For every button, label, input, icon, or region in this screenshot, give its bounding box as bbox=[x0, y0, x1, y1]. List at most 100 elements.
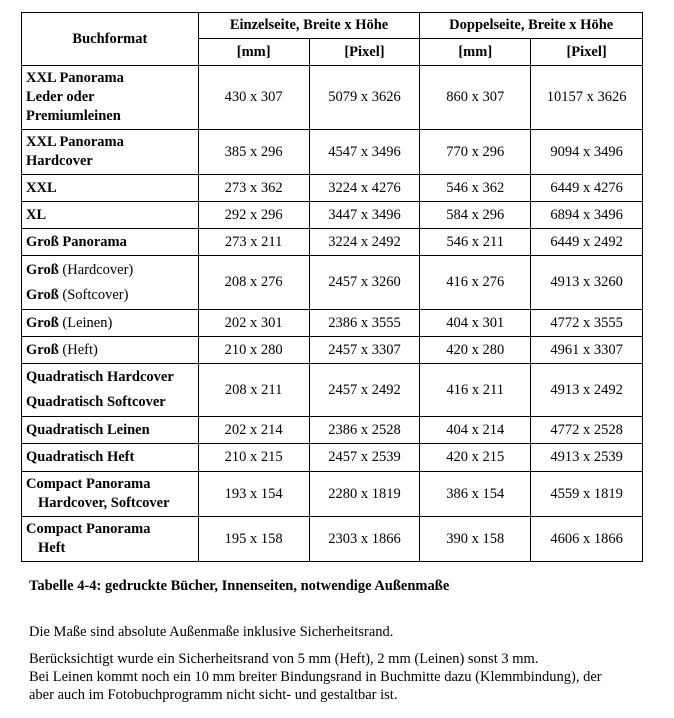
mm-einzel-cell: 202 x 214 bbox=[197, 416, 310, 444]
format-name-part: XL bbox=[26, 206, 47, 223]
pixel-einzel-cell: 2457 x 2492 bbox=[308, 363, 421, 417]
mm-einzel-cell: 430 x 307 bbox=[197, 65, 310, 130]
mm-einzel-cell: 210 x 280 bbox=[197, 336, 310, 364]
format-name-part: (Leinen) bbox=[58, 314, 113, 331]
table-row: Groß (Heft) 210 x 280 2457 x 3307 420 x 280… bbox=[21, 336, 643, 364]
table-row: Groß (Leinen) 202 x 301 2386 x 3555 404 x 3… bbox=[21, 309, 643, 337]
mm-einzel-cell: 273 x 211 bbox=[197, 228, 310, 256]
format-name: Groß Panorama bbox=[21, 228, 199, 256]
mm-doppel-cell: 386 x 154 bbox=[419, 471, 532, 517]
format-name-part: Groß bbox=[26, 314, 59, 331]
table-caption: Tabelle 4-4: gedruckte Bücher, Innenseit… bbox=[29, 578, 450, 594]
table-row: XXL Panorama Hardcover 385 x 296 4547 x 349… bbox=[21, 129, 643, 175]
pixel-doppel-cell: 4913 x 2492 bbox=[530, 363, 643, 417]
format-name-part: Groß Panorama bbox=[26, 233, 127, 250]
paragraph: Berücksichtigt wurde ein Sicherheitsrand… bbox=[29, 651, 539, 667]
pixel-einzel-cell: 3224 x 4276 bbox=[308, 174, 421, 202]
format-name: Compact Panorama Hardcover, Softcover bbox=[21, 471, 199, 517]
table-row: XL 292 x 296 3447 x 3496 584 x 296 6894 x 34… bbox=[21, 201, 643, 229]
format-name: Groß (Leinen) bbox=[21, 309, 199, 337]
pixel-doppel-cell: 6449 x 2492 bbox=[530, 228, 643, 256]
format-name-part: Hardcover bbox=[26, 153, 93, 169]
pixel-doppel-cell: 10157 x 3626 bbox=[530, 65, 643, 130]
pixel-doppel-cell: 4961 x 3307 bbox=[530, 336, 643, 364]
paragraph: aber auch im Fotobuchprogramm nicht sich… bbox=[29, 687, 398, 703]
mm-einzel-cell: 210 x 215 bbox=[197, 443, 310, 472]
mm-einzel-cell: 273 x 362 bbox=[197, 174, 310, 202]
pixel-einzel-cell: 2280 x 1819 bbox=[308, 471, 421, 517]
mm-doppel-cell: 420 x 215 bbox=[419, 443, 532, 472]
header-doppelseite: Doppelseite, Breite x Höhe bbox=[419, 12, 643, 39]
pixel-doppel-cell: 9094 x 3496 bbox=[530, 129, 643, 175]
mm-doppel-cell: 420 x 280 bbox=[419, 336, 532, 364]
mm-doppel-cell: 416 x 276 bbox=[419, 255, 532, 310]
mm-doppel-cell: 546 x 211 bbox=[419, 228, 532, 256]
format-name-part: (Heft) bbox=[58, 341, 98, 358]
format-name-part: XXL Panorama bbox=[26, 70, 124, 86]
mm-doppel-cell: 770 x 296 bbox=[419, 129, 532, 175]
paragraph: Die Maße sind absolute Außenmaße inklusi… bbox=[29, 624, 394, 640]
header-einzelseite: Einzelseite, Breite x Höhe bbox=[197, 12, 421, 39]
format-name-part: XXL bbox=[26, 179, 57, 196]
format-name-part: Quadratisch Leinen bbox=[26, 421, 150, 438]
pixel-doppel-cell: 6449 x 4276 bbox=[530, 174, 643, 202]
pixel-doppel-cell: 4913 x 3260 bbox=[530, 255, 643, 310]
header-pixel-doppel: [Pixel] bbox=[530, 38, 643, 66]
format-name: XXL Panorama Hardcover bbox=[21, 129, 199, 175]
paragraph: Bei Leinen kommt noch ein 10 mm breiter … bbox=[29, 669, 602, 685]
format-name-part: Leder oder bbox=[26, 89, 95, 105]
pixel-doppel-cell: 4772 x 3555 bbox=[530, 309, 643, 337]
mm-einzel-cell: 195 x 158 bbox=[197, 516, 310, 562]
pixel-doppel-cell: 4559 x 1819 bbox=[530, 471, 643, 517]
format-name: XXL bbox=[21, 174, 199, 202]
header-mm-doppel: [mm] bbox=[419, 38, 532, 66]
format-name: Quadratisch Leinen bbox=[21, 416, 199, 444]
mm-einzel-cell: 193 x 154 bbox=[197, 471, 310, 517]
mm-doppel-cell: 404 x 214 bbox=[419, 416, 532, 444]
pixel-einzel-cell: 2303 x 1866 bbox=[308, 516, 421, 562]
format-name: Quadratisch Hardcover Quadratisch Softcov… bbox=[21, 363, 199, 417]
format-name-part: Hardcover, Softcover bbox=[38, 495, 170, 511]
pixel-einzel-cell: 2386 x 3555 bbox=[308, 309, 421, 337]
mm-einzel-cell: 208 x 276 bbox=[197, 255, 310, 310]
format-name-part: Quadratisch Heft bbox=[26, 449, 135, 465]
pixel-einzel-cell: 2386 x 2528 bbox=[308, 416, 421, 444]
table-row: Compact Panorama Hardcover, Softcover 193 … bbox=[21, 471, 643, 517]
mm-doppel-cell: 416 x 211 bbox=[419, 363, 532, 417]
table-row: Quadratisch Heft 210 x 215 2457 x 2539 420 … bbox=[21, 443, 643, 472]
table-row: XXL 273 x 362 3224 x 4276 546 x 362 6449 x 4… bbox=[21, 174, 643, 202]
header-mm-einzel: [mm] bbox=[197, 38, 310, 66]
pixel-doppel-cell: 4913 x 2539 bbox=[530, 443, 643, 472]
mm-einzel-cell: 208 x 211 bbox=[197, 363, 310, 417]
format-name: Quadratisch Heft bbox=[21, 443, 199, 472]
format-name: Compact Panorama Heft bbox=[21, 516, 199, 562]
table-row: XXL Panorama Leder oder Premiumleinen 430 x… bbox=[21, 65, 643, 130]
mm-einzel-cell: 385 x 296 bbox=[197, 129, 310, 175]
format-name-part: Groß bbox=[26, 286, 59, 303]
mm-einzel-cell: 292 x 296 bbox=[197, 201, 310, 229]
format-name-part: Compact Panorama bbox=[26, 476, 151, 492]
table-row: Compact Panorama Heft 195 x 158 2303 x 1866… bbox=[21, 516, 643, 562]
format-name-part: Premiumleinen bbox=[26, 108, 121, 124]
pixel-einzel-cell: 2457 x 2539 bbox=[308, 443, 421, 472]
table-row: Quadratisch Leinen 202 x 214 2386 x 2528 40… bbox=[21, 416, 643, 444]
pixel-einzel-cell: 2457 x 3260 bbox=[308, 255, 421, 310]
pixel-einzel-cell: 5079 x 3626 bbox=[308, 65, 421, 130]
pixel-einzel-cell: 3447 x 3496 bbox=[308, 201, 421, 229]
pixel-einzel-cell: 4547 x 3496 bbox=[308, 129, 421, 175]
format-name-part: XXL Panorama bbox=[26, 134, 124, 150]
format-name-part: Compact Panorama bbox=[26, 521, 151, 537]
mm-doppel-cell: 546 x 362 bbox=[419, 174, 532, 202]
format-name-part: (Softcover) bbox=[58, 286, 129, 303]
header-buchformat: Buchformat bbox=[21, 12, 199, 66]
mm-doppel-cell: 390 x 158 bbox=[419, 516, 532, 562]
table-row: Groß (Hardcover) Groß (Softcover) 208 x 27… bbox=[21, 255, 643, 310]
format-name: XXL Panorama Leder oder Premiumleinen bbox=[21, 65, 199, 130]
mm-doppel-cell: 584 x 296 bbox=[419, 201, 532, 229]
pixel-doppel-cell: 6894 x 3496 bbox=[530, 201, 643, 229]
format-name: Groß (Hardcover) Groß (Softcover) bbox=[21, 255, 199, 310]
book-format-table: Buchformat Einzelseite, Breite x Höhe Do… bbox=[21, 12, 643, 562]
format-name-part: Quadratisch Hardcover bbox=[26, 369, 174, 385]
format-name-part: Heft bbox=[38, 540, 66, 556]
format-name-part: (Hardcover) bbox=[58, 261, 134, 278]
